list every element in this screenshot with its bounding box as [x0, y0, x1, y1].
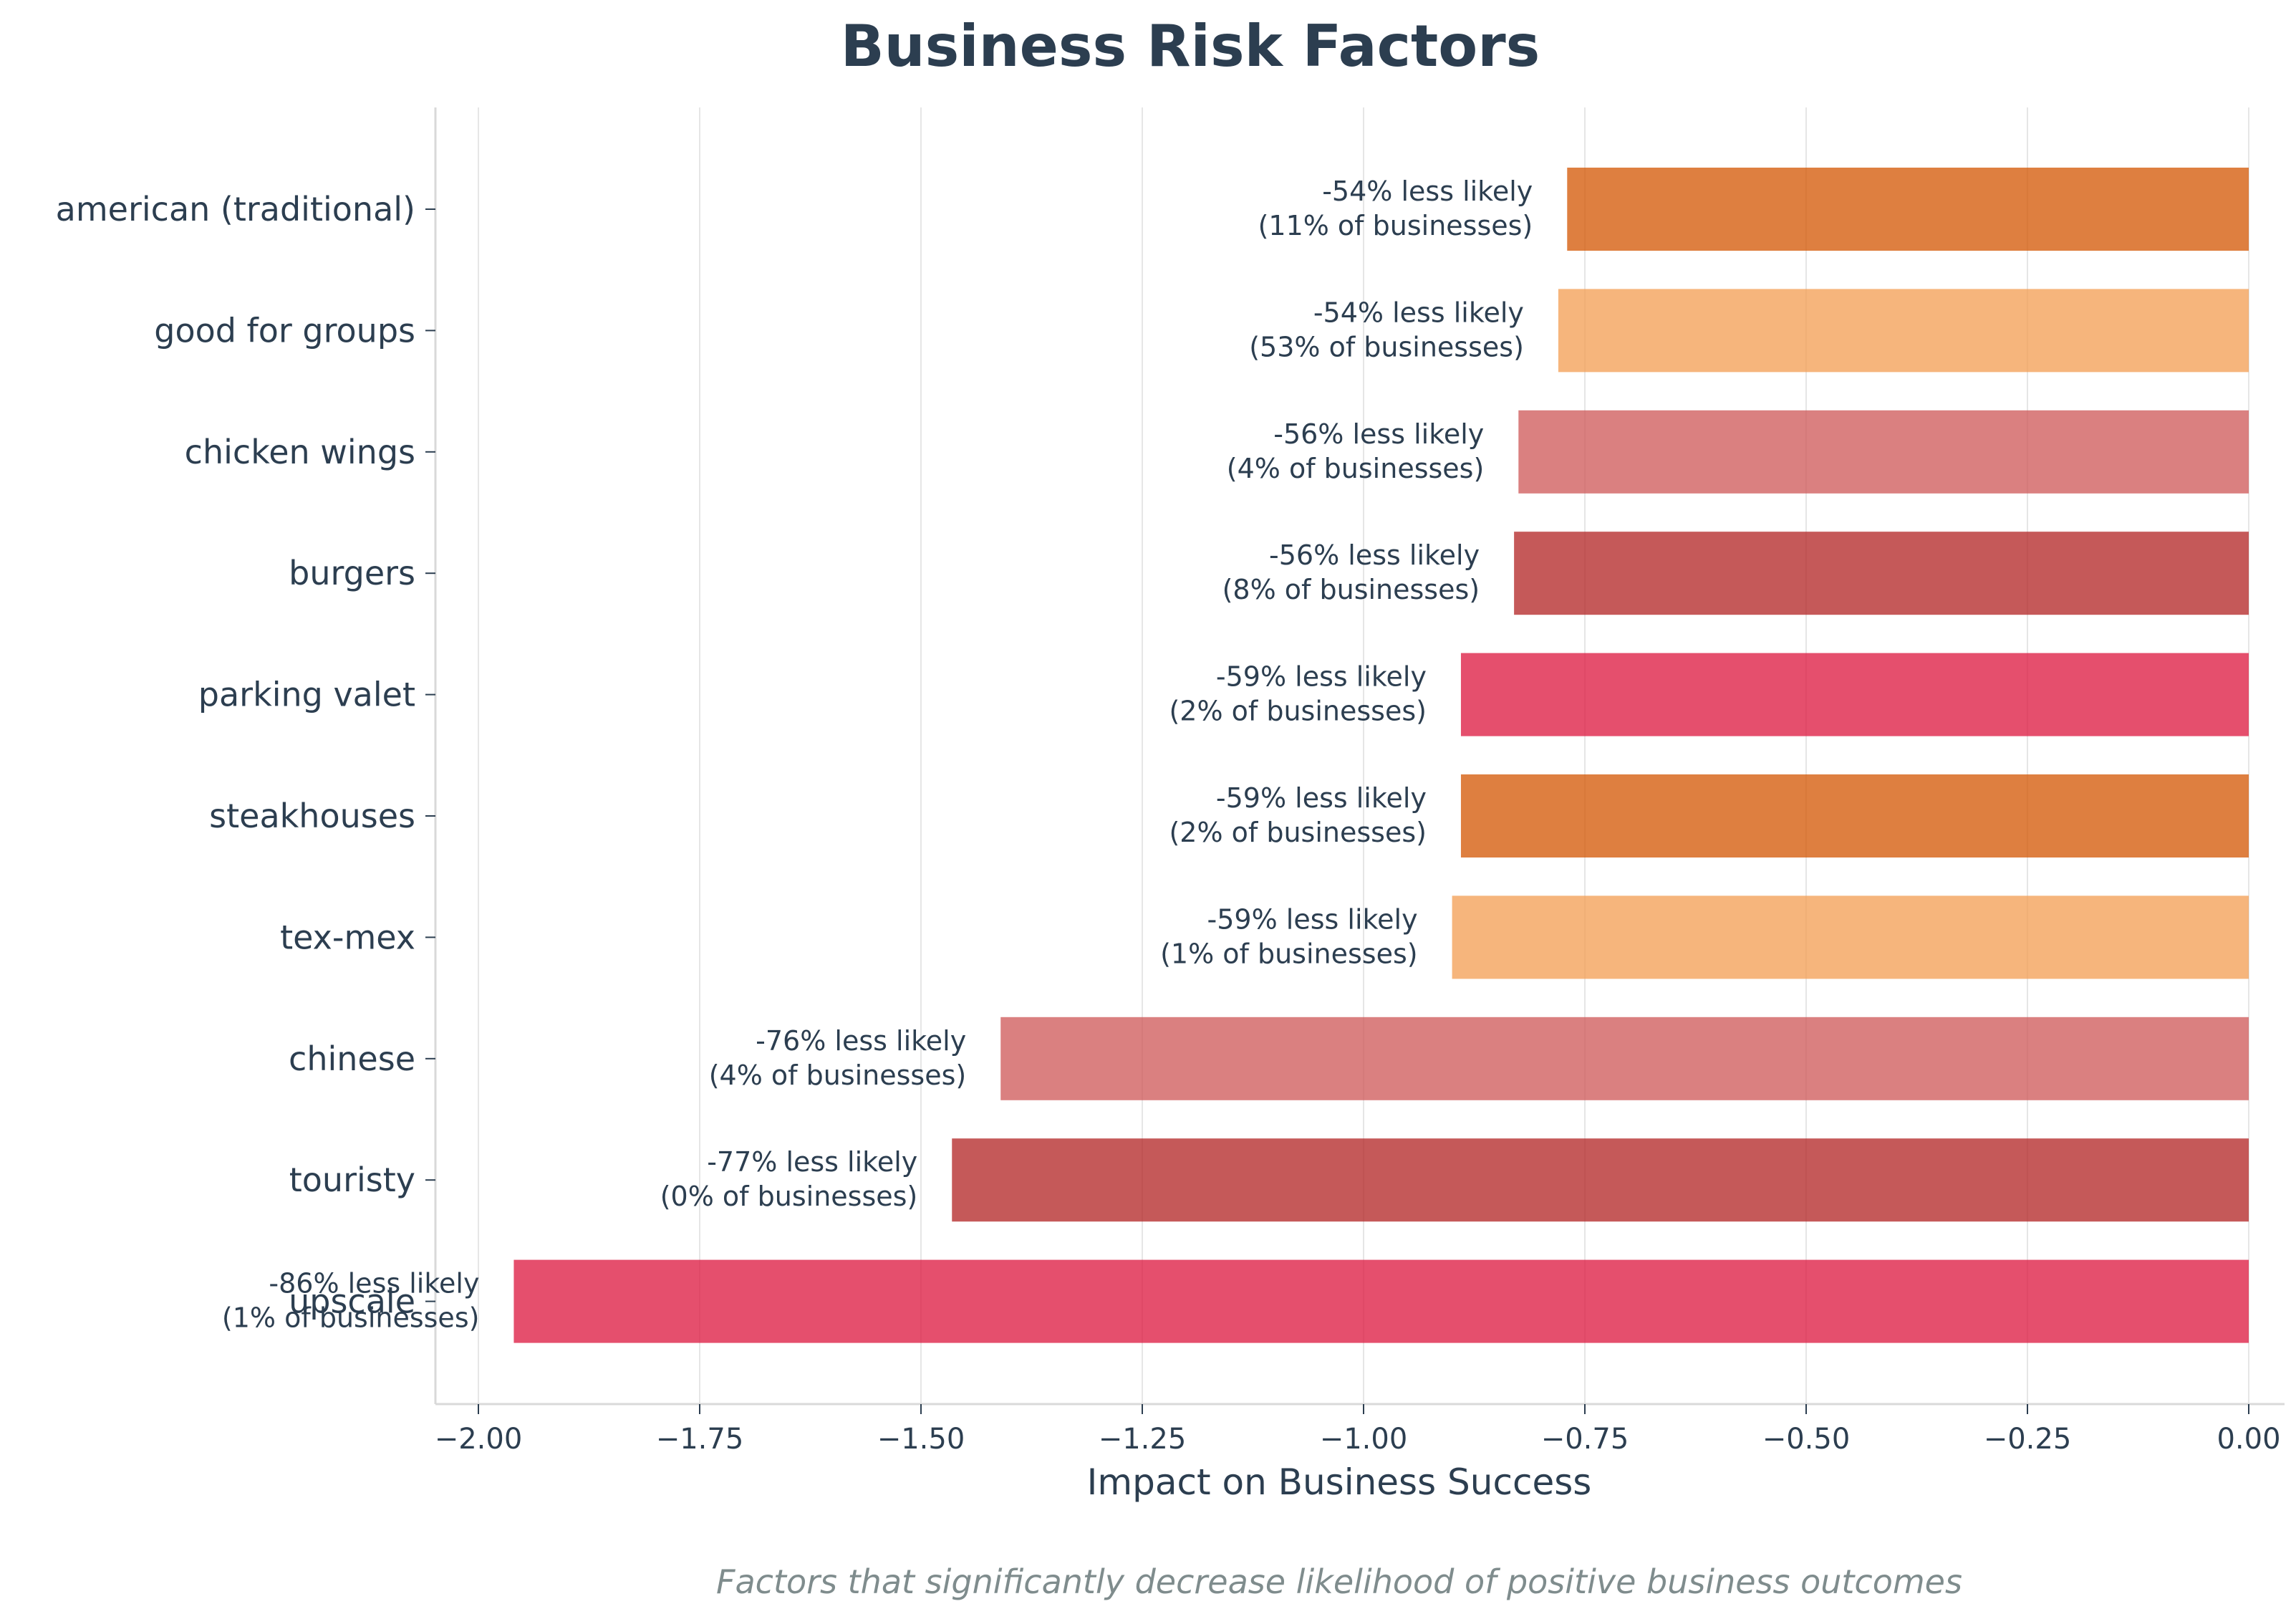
- bar-annotation-effect: -59% less likely: [1207, 903, 1418, 935]
- bar-annotation-effect: -76% less likely: [756, 1025, 966, 1057]
- bar-annotation-effect: -86% less likely: [269, 1268, 479, 1299]
- chart-title: Business Risk Factors: [841, 13, 1540, 80]
- axes: [425, 107, 2285, 1414]
- bar-annotation-share: (1% of businesses): [1160, 938, 1418, 969]
- x-tick-label: −0.75: [1541, 1423, 1629, 1456]
- x-tick-label: −0.25: [1984, 1423, 2072, 1456]
- x-tick-label: −1.50: [877, 1423, 965, 1456]
- bar-annotation-share: (4% of businesses): [1227, 453, 1485, 484]
- bar: [1567, 168, 2249, 251]
- category-label: steakhouses: [209, 797, 415, 835]
- bar-annotation-effect: -56% less likely: [1269, 539, 1480, 571]
- bar-annotation-effect: -54% less likely: [1313, 297, 1524, 328]
- bar-annotation-share: (0% of businesses): [660, 1181, 918, 1212]
- category-labels: american (traditional) good for groups chi…: [56, 190, 415, 1321]
- x-tick-label: −1.75: [656, 1423, 744, 1456]
- category-label: parking valet: [198, 676, 415, 714]
- bar: [1000, 1017, 2249, 1100]
- category-label: chicken wings: [185, 433, 415, 471]
- bar-annotation-effect: -59% less likely: [1216, 782, 1427, 814]
- bar-annotations: -54% less likely(11% of businesses)-54% …: [222, 176, 1533, 1334]
- bar-annotation-share: (4% of businesses): [709, 1060, 967, 1091]
- bar-annotation-effect: -56% less likely: [1273, 418, 1484, 450]
- bar-annotation-share: (11% of businesses): [1258, 210, 1533, 241]
- category-label: upscale: [289, 1282, 415, 1321]
- x-tick-label: −0.50: [1762, 1423, 1851, 1456]
- category-label: tex-mex: [280, 918, 415, 956]
- bar-annotation-share: (2% of businesses): [1169, 696, 1427, 727]
- bar-annotation-share: (53% of businesses): [1249, 331, 1524, 362]
- bar-annotation-share: (2% of businesses): [1169, 817, 1427, 848]
- bar-annotation-share: (1% of businesses): [222, 1302, 480, 1334]
- footnote: Factors that significantly decrease like…: [716, 1562, 1962, 1601]
- x-tick-label: −1.25: [1099, 1423, 1187, 1456]
- category-label: american (traditional): [56, 190, 415, 229]
- bar: [513, 1259, 2249, 1343]
- bar: [1460, 653, 2249, 736]
- category-label: burgers: [289, 554, 415, 592]
- bar: [952, 1138, 2249, 1222]
- category-label: good for groups: [154, 311, 415, 350]
- x-tick-label: 0.00: [2217, 1423, 2280, 1456]
- bar: [1558, 289, 2249, 373]
- bar: [1460, 774, 2249, 857]
- category-label: touristy: [289, 1161, 415, 1199]
- x-tick-label: −1.00: [1320, 1423, 1408, 1456]
- bar-annotation-effect: -77% less likely: [707, 1146, 917, 1178]
- x-tick-labels: −2.00 −1.75 −1.50 −1.25 −1.00 −0.75 −0.50 −0.25…: [435, 1423, 2281, 1456]
- bar-annotation-effect: -59% less likely: [1216, 661, 1427, 693]
- bar: [1518, 410, 2249, 494]
- bar-annotation-effect: -54% less likely: [1322, 176, 1533, 207]
- category-label: chinese: [289, 1039, 415, 1078]
- x-tick-label: −2.00: [435, 1423, 523, 1456]
- bars: [513, 168, 2249, 1343]
- bar: [1514, 532, 2249, 615]
- bar-annotation-share: (8% of businesses): [1222, 574, 1480, 605]
- x-axis-label: Impact on Business Success: [1087, 1461, 1592, 1503]
- bar: [1452, 895, 2249, 979]
